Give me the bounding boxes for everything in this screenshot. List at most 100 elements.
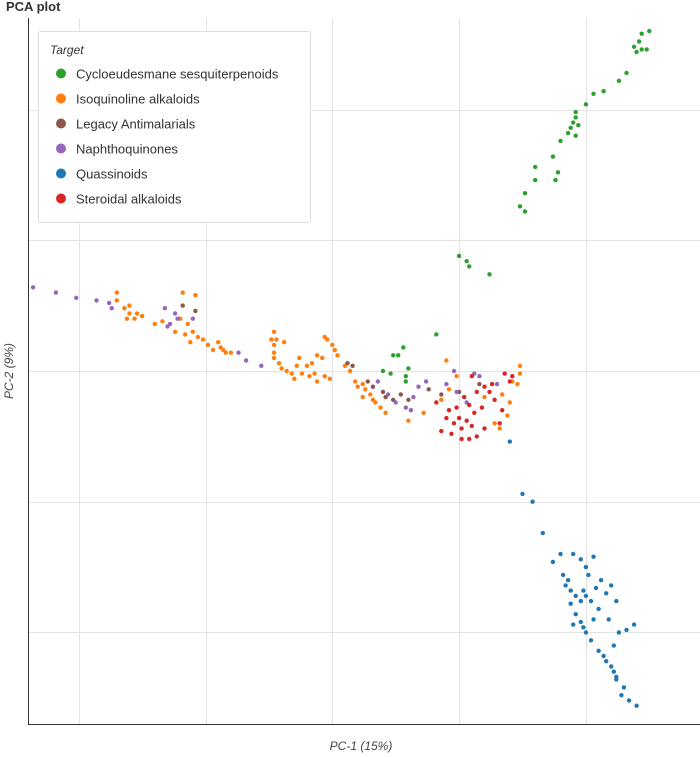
data-point xyxy=(560,572,566,578)
legend-items: Cycloeudesmane sesquiterpenoids Isoquinol… xyxy=(56,67,279,207)
data-point xyxy=(309,361,315,366)
data-point xyxy=(568,601,573,606)
data-point xyxy=(360,381,365,387)
data-point xyxy=(565,578,571,583)
data-point xyxy=(533,164,538,170)
data-point xyxy=(94,298,99,303)
data-point xyxy=(500,408,505,413)
data-point xyxy=(533,177,538,183)
data-point xyxy=(109,306,114,311)
data-point xyxy=(497,421,502,426)
data-point xyxy=(624,627,629,633)
data-point xyxy=(243,358,249,363)
data-point xyxy=(456,253,462,259)
data-point xyxy=(631,622,637,627)
legend-label-4: Quassinoids xyxy=(76,167,148,182)
data-point xyxy=(368,392,373,397)
data-point xyxy=(634,703,639,708)
data-point xyxy=(289,371,294,376)
series-5 xyxy=(434,371,515,442)
data-point xyxy=(492,421,497,426)
data-point xyxy=(180,290,185,295)
data-point xyxy=(540,530,545,536)
data-point xyxy=(398,392,403,397)
data-point xyxy=(487,272,492,277)
data-point xyxy=(614,598,619,604)
data-point xyxy=(236,350,241,355)
data-point xyxy=(411,394,416,400)
data-point xyxy=(631,44,637,49)
data-point xyxy=(530,499,535,504)
data-point xyxy=(408,408,414,413)
data-point xyxy=(563,583,568,588)
data-point xyxy=(591,554,596,559)
data-point xyxy=(619,693,624,698)
data-point xyxy=(322,374,327,379)
data-point xyxy=(614,677,619,682)
data-point xyxy=(188,340,193,345)
legend: Target Cycloeudesmane sesquiterpenoids Is… xyxy=(38,31,311,223)
data-point xyxy=(558,138,563,144)
data-point xyxy=(494,381,500,387)
data-point xyxy=(383,410,388,415)
data-point xyxy=(223,350,228,355)
legend-title: Target xyxy=(50,43,84,57)
legend-label-2: Legacy Antimalarials xyxy=(76,117,196,132)
axes xyxy=(28,18,700,725)
data-point xyxy=(352,379,358,384)
data-point xyxy=(426,387,431,392)
data-point xyxy=(578,598,583,604)
series-0 xyxy=(380,28,652,384)
data-point xyxy=(401,345,406,350)
data-points xyxy=(30,28,652,708)
data-point xyxy=(127,303,132,308)
data-point xyxy=(363,387,368,392)
data-point xyxy=(423,379,429,384)
data-point xyxy=(190,316,195,321)
data-point xyxy=(553,177,558,183)
data-point xyxy=(167,321,173,327)
data-point xyxy=(276,361,282,366)
data-point xyxy=(406,366,411,371)
data-point xyxy=(139,313,145,319)
legend-marker-2 xyxy=(56,118,66,129)
data-point xyxy=(53,290,59,295)
data-point xyxy=(583,564,589,570)
data-point xyxy=(573,593,578,599)
data-point xyxy=(451,421,457,426)
data-point xyxy=(583,593,589,599)
data-point xyxy=(517,371,523,376)
data-point xyxy=(634,49,639,55)
data-point xyxy=(571,120,576,125)
data-point xyxy=(454,374,459,379)
data-point xyxy=(469,423,474,429)
data-point xyxy=(314,353,320,358)
data-point xyxy=(517,363,523,368)
data-point xyxy=(74,295,79,300)
data-point xyxy=(520,491,525,497)
chart-title: PCA plot xyxy=(6,0,61,14)
data-point xyxy=(106,300,112,306)
data-point xyxy=(396,353,401,358)
data-point xyxy=(462,394,467,400)
data-point xyxy=(172,311,178,316)
data-point xyxy=(477,381,482,387)
data-point xyxy=(454,389,459,395)
data-point xyxy=(375,379,381,384)
data-point xyxy=(502,371,507,376)
legend-marker-5 xyxy=(56,193,66,204)
legend-marker-0 xyxy=(56,68,66,79)
data-point xyxy=(573,115,578,120)
legend-marker-4 xyxy=(56,168,66,179)
data-point xyxy=(446,408,452,413)
data-point xyxy=(598,578,604,583)
data-point xyxy=(434,332,439,337)
data-point xyxy=(297,355,302,361)
data-point xyxy=(568,125,573,130)
data-point xyxy=(578,557,583,562)
data-point xyxy=(325,337,330,342)
data-point xyxy=(467,264,472,269)
data-point xyxy=(380,389,386,395)
y-axis-label: PC-2 (9%) xyxy=(2,343,16,399)
data-point xyxy=(281,340,287,345)
